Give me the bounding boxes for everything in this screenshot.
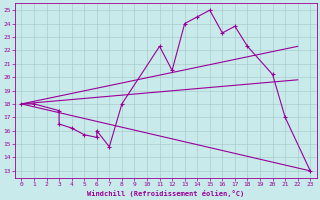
X-axis label: Windchill (Refroidissement éolien,°C): Windchill (Refroidissement éolien,°C): [87, 190, 244, 197]
